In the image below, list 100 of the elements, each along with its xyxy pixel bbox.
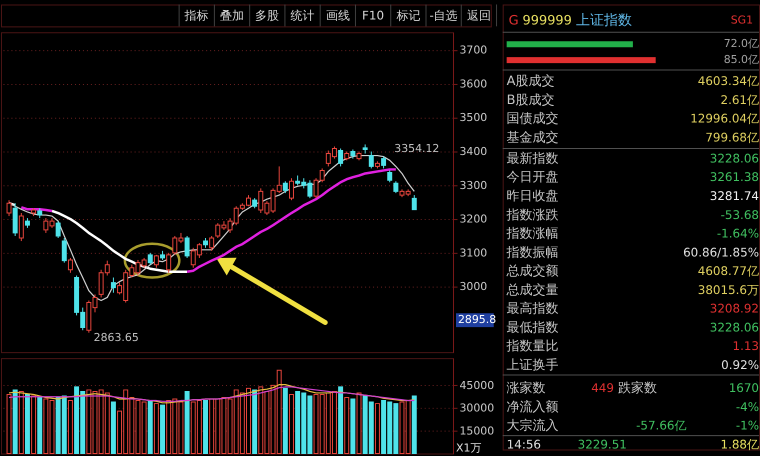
text: 总成交额 <box>506 263 559 280</box>
y-tick-label: 15000 <box>459 424 494 438</box>
text: 3229.51 <box>578 438 627 452</box>
annotation: 3354.12 <box>394 142 440 156</box>
text: 999999 <box>522 13 572 28</box>
text: 总成交量 <box>506 282 559 298</box>
text: -53.68 <box>720 208 760 222</box>
category-label: -自选 <box>429 8 458 22</box>
text: 60.86/1.85% <box>683 245 760 260</box>
text: 3228.06 <box>710 320 760 334</box>
text: -1.64% <box>716 226 760 241</box>
bar <box>184 390 190 454</box>
category-label: 标记 <box>395 8 420 22</box>
text: 2.61亿 <box>720 92 760 107</box>
candlestick <box>110 277 116 294</box>
candlestick <box>350 149 356 160</box>
text: -57.66亿 <box>636 418 686 433</box>
y-tick-label: 3100 <box>459 246 488 260</box>
text: 1670 <box>728 380 760 395</box>
bar <box>282 388 288 454</box>
text: 4608.77亿 <box>698 264 760 278</box>
category-label: 返回 <box>466 8 491 22</box>
candlestick <box>68 257 73 274</box>
y-axis-title: X1万 <box>456 442 482 455</box>
candlestick <box>56 220 61 239</box>
text: 1.13 <box>732 339 760 354</box>
y-tick-label: 3200 <box>459 212 488 226</box>
category-label: 指标 <box>184 8 209 22</box>
text: 3228.06 <box>710 151 760 166</box>
candlestick <box>362 144 368 154</box>
candlestick <box>148 252 153 266</box>
candlestick <box>387 170 392 183</box>
candlestick <box>62 238 67 264</box>
y-tick-label: 3600 <box>459 77 488 90</box>
annotation: 2863.65 <box>94 330 139 344</box>
candlestick <box>412 194 417 210</box>
text: 指数量比 <box>506 339 559 354</box>
candlestick <box>252 198 258 209</box>
category-label: F10 <box>362 8 384 22</box>
data-label: 72.0亿 <box>724 37 760 50</box>
text: 最高指数 <box>506 300 559 317</box>
bar <box>160 404 166 454</box>
y-tick-label: 45000 <box>459 378 494 392</box>
text: 指数涨幅 <box>506 226 559 242</box>
y-tick-label: 30000 <box>459 402 494 415</box>
y-tick-label: 3300 <box>459 178 488 192</box>
category-label: 多股 <box>255 8 280 22</box>
candlestick <box>338 148 344 167</box>
text: 跌家数 <box>618 380 657 396</box>
text: 12996.04亿 <box>690 112 760 126</box>
text: -4% <box>736 400 760 414</box>
category-label: 叠加 <box>220 8 244 22</box>
category-label: 画线 <box>326 8 350 22</box>
bar <box>252 389 258 454</box>
candlestick <box>37 208 42 219</box>
candlestick <box>154 254 159 268</box>
candlestick <box>6 200 12 217</box>
bar <box>12 389 18 454</box>
candlestick <box>381 156 386 169</box>
candlestick <box>24 218 30 228</box>
text: A股成交 <box>506 72 555 89</box>
text: 国债成交 <box>506 110 559 127</box>
bar <box>350 398 356 454</box>
text: 指数涨跌 <box>506 208 559 223</box>
bar <box>24 394 30 454</box>
text: 大宗流入 <box>506 418 559 434</box>
candlestick <box>209 235 214 252</box>
text: 上证换手 <box>506 358 559 373</box>
y-tick-label: 3400 <box>459 145 488 158</box>
data-label: 85.0亿 <box>724 53 760 66</box>
text: 净流入额 <box>506 398 559 415</box>
candlestick <box>288 178 294 201</box>
bar <box>338 386 344 454</box>
text: 1.88亿 <box>720 438 760 452</box>
text: 今日开盘 <box>506 170 559 186</box>
bar <box>412 395 417 454</box>
text: 上证指数 <box>576 12 632 28</box>
text: 14:56 <box>506 438 541 452</box>
text: 最低指数 <box>506 320 559 336</box>
candlestick <box>282 180 288 194</box>
text: 基金成交 <box>506 130 559 146</box>
category-label: 统计 <box>290 8 315 22</box>
text: 4603.34亿 <box>698 74 760 88</box>
text: 3281.74 <box>710 188 760 203</box>
text: -1% <box>736 418 760 433</box>
text: 3261.38 <box>710 170 760 184</box>
candlestick <box>160 250 166 260</box>
text: 3208.92 <box>710 302 760 316</box>
text: SG1 <box>730 13 754 26</box>
candlestick <box>184 235 190 258</box>
y-tick-label: 3500 <box>459 111 488 124</box>
text: 昨日收盘 <box>506 188 559 204</box>
text: 指数振幅 <box>506 245 559 260</box>
bar <box>37 397 42 454</box>
text: 38015.6万 <box>698 282 760 297</box>
candlestick <box>18 212 24 242</box>
candlestick <box>368 151 374 169</box>
bar <box>203 400 208 454</box>
bar <box>110 402 116 454</box>
candlestick <box>203 238 208 248</box>
